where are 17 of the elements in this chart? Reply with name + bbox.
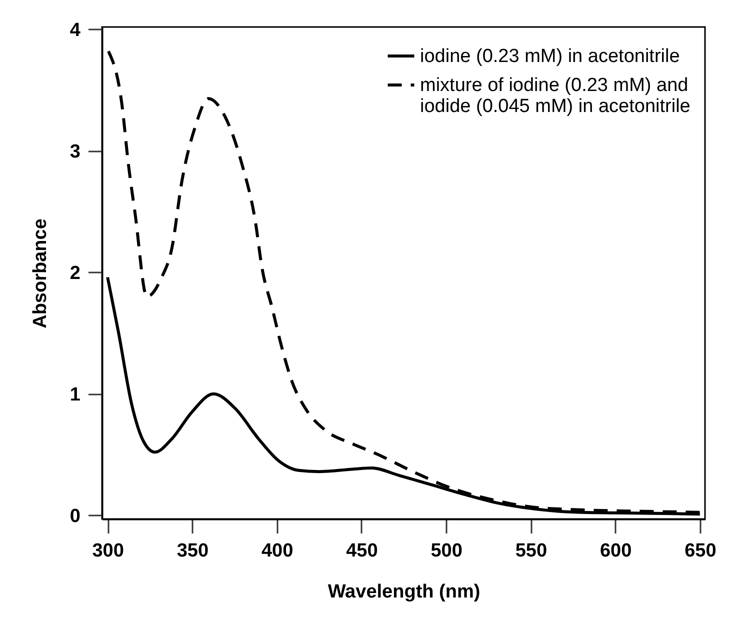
y-axis-title: Absorbance — [30, 218, 51, 328]
x-tick-label: 650 — [684, 540, 716, 562]
legend-label: mixture of iodine (0.23 mM) and iodide (0.045 mM) in acetonitrile — [420, 75, 690, 117]
x-tick-label: 350 — [176, 540, 209, 562]
y-tick-label: 4 — [70, 20, 81, 41]
x-tick-label: 550 — [515, 540, 548, 562]
x-tick-label: 500 — [430, 540, 462, 562]
x-axis-title: Wavelength (nm) — [328, 582, 480, 602]
x-tick-label: 300 — [92, 540, 124, 562]
y-tick-label: 0 — [70, 506, 80, 527]
legend-label: iodine (0.23 mM) in acetonitrile — [420, 46, 680, 67]
x-tick-label: 450 — [346, 540, 378, 562]
y-tick-label: 2 — [70, 262, 80, 284]
x-tick-label: 600 — [600, 540, 632, 562]
y-tick-label: 3 — [70, 141, 80, 162]
y-tick-label: 1 — [70, 384, 81, 406]
x-tick-label: 400 — [261, 540, 294, 562]
